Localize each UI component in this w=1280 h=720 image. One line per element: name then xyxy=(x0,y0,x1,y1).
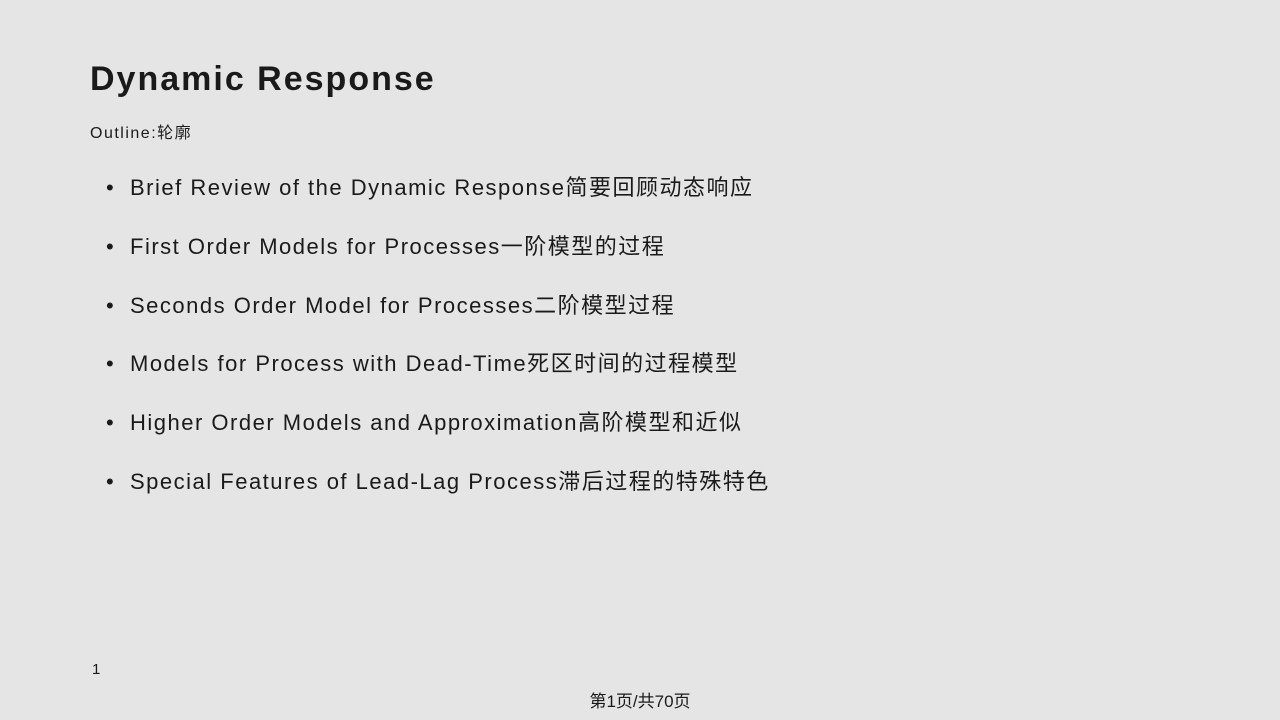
bullet-item: First Order Models for Processes一阶模型的过程 xyxy=(130,232,1190,263)
bullet-item: Brief Review of the Dynamic Response简要回顾… xyxy=(130,173,1190,204)
slide-title: Dynamic Response xyxy=(90,60,1190,99)
slide-page-number: 1 xyxy=(92,661,100,678)
bullet-item: Models for Process with Dead-Time死区时间的过程… xyxy=(130,349,1190,380)
bullet-item: Seconds Order Model for Processes二阶模型过程 xyxy=(130,291,1190,322)
bullet-item: Higher Order Models and Approximation高阶模… xyxy=(130,408,1190,439)
bullet-item: Special Features of Lead-Lag Process滞后过程… xyxy=(130,467,1190,498)
slide-subtitle: Outline:轮廓 xyxy=(90,119,1190,143)
page-footer: 第1页/共70页 xyxy=(0,687,1280,712)
slide-content: Dynamic Response Outline:轮廓 Brief Review… xyxy=(0,0,1280,498)
outline-list: Brief Review of the Dynamic Response简要回顾… xyxy=(90,173,1190,498)
